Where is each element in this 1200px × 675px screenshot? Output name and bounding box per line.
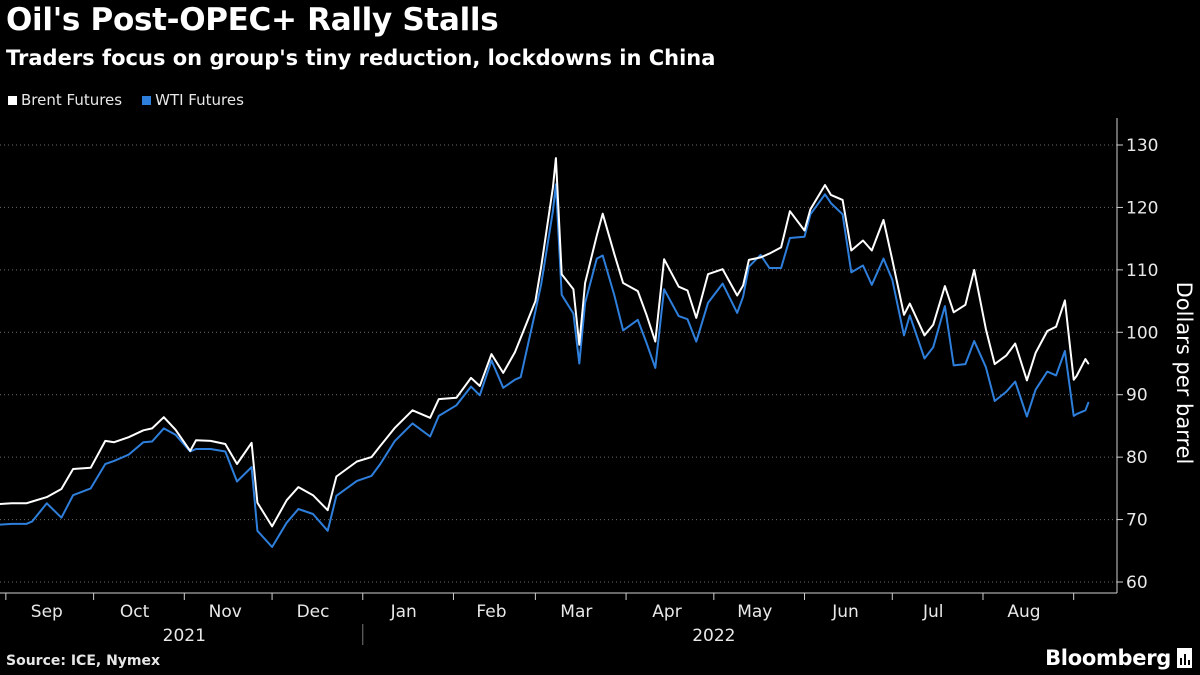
bloomberg-logo-icon bbox=[1177, 648, 1192, 668]
year-label-2022: 2022 bbox=[692, 626, 735, 646]
y-tick-label-90: 90 bbox=[1126, 386, 1148, 406]
source-note: Source: ICE, Nymex bbox=[6, 653, 161, 669]
x-tick-label-sep: Sep bbox=[31, 602, 63, 622]
series-line-brent-futures bbox=[0, 157, 1090, 528]
legend-item-brent: Brent Futures bbox=[8, 91, 122, 109]
legend-swatch-wti bbox=[142, 95, 152, 105]
x-tick-label-dec: Dec bbox=[297, 602, 330, 622]
y-tick-label-70: 70 bbox=[1126, 511, 1148, 531]
y-tick-label-100: 100 bbox=[1126, 323, 1158, 343]
series-lines bbox=[0, 157, 1090, 548]
y-axis-label: Dollars per barrel bbox=[1172, 282, 1196, 465]
y-tick-label-120: 120 bbox=[1126, 198, 1158, 218]
chart-subtitle: Traders focus on group's tiny reduction,… bbox=[6, 46, 716, 70]
y-tick-label-110: 110 bbox=[1126, 261, 1158, 281]
x-tick-label-mar: Mar bbox=[560, 602, 592, 622]
x-tick-label-jul: Jul bbox=[922, 602, 944, 622]
y-tick-label-80: 80 bbox=[1126, 448, 1148, 468]
x-tick-label-oct: Oct bbox=[120, 602, 150, 622]
axes: 60 70 80 90 100 110 120 130 Sep Oct Nov Dec Jan Feb Ma… bbox=[0, 118, 1158, 646]
x-tick-label-may: May bbox=[737, 602, 772, 622]
legend-label-wti: WTI Futures bbox=[155, 91, 244, 109]
brand-name: Bloomberg bbox=[1045, 646, 1171, 670]
year-label-2021: 2021 bbox=[163, 626, 206, 646]
x-tick-label-apr: Apr bbox=[652, 602, 681, 622]
x-tick-label-aug: Aug bbox=[1007, 602, 1040, 622]
legend-swatch-brent bbox=[8, 95, 17, 105]
y-tick-label-60: 60 bbox=[1126, 573, 1148, 593]
chart-title: Oil's Post-OPEC+ Rally Stalls bbox=[6, 2, 499, 38]
y-tick-label-130: 130 bbox=[1126, 136, 1158, 156]
bloomberg-brand: Bloomberg bbox=[1045, 646, 1192, 670]
x-tick-label-jan: Jan bbox=[390, 602, 417, 622]
legend-item-wti: WTI Futures bbox=[142, 91, 244, 109]
x-tick-label-nov: Nov bbox=[209, 602, 242, 622]
x-tick-label-jun: Jun bbox=[831, 602, 859, 622]
x-tick-label-feb: Feb bbox=[476, 602, 506, 622]
chart-legend: Brent Futures WTI Futures bbox=[8, 91, 244, 109]
legend-label-brent: Brent Futures bbox=[21, 91, 123, 109]
series-line-wti-futures bbox=[0, 183, 1090, 548]
